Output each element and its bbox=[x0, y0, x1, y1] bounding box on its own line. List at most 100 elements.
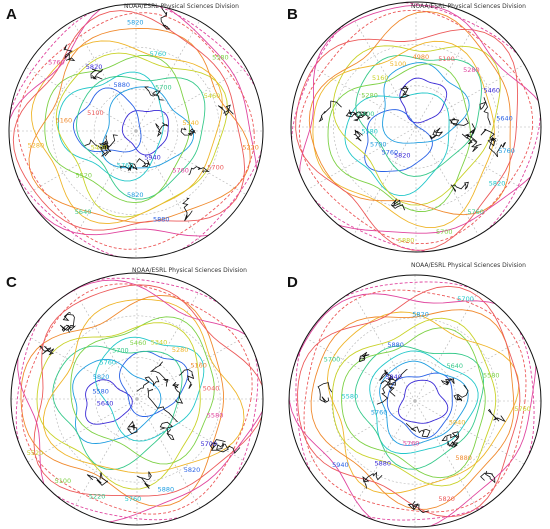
contour-line bbox=[303, 289, 527, 513]
coastline-segment bbox=[450, 181, 469, 193]
contour-label: 5880 bbox=[398, 237, 415, 245]
coastline-segment bbox=[358, 351, 370, 363]
map-panel-a: 5940 5880 5820 5760 5640 5520 5400 5280 5160 5100… bbox=[0, 0, 275, 264]
map-a-svg: 5940 5880 5820 5760 5640 5520 5400 5280 5160 5100… bbox=[8, 3, 264, 259]
contour-line bbox=[36, 322, 201, 490]
coastline-segment bbox=[429, 127, 443, 140]
coastline-segment bbox=[172, 381, 184, 404]
coastlines bbox=[318, 85, 506, 211]
contour-label: 5940 bbox=[144, 154, 161, 162]
meridian-line bbox=[135, 130, 247, 195]
credit-text-b: NOAA/ESRL Physical Sciences Division bbox=[411, 3, 526, 10]
contour-line bbox=[95, 336, 205, 442]
coastline-segment bbox=[317, 382, 333, 404]
coastline-segment bbox=[479, 97, 491, 126]
coastline-segment bbox=[136, 471, 152, 489]
contour-label: 5160 bbox=[56, 117, 73, 125]
meridian-line bbox=[136, 398, 201, 509]
meridian-line bbox=[136, 335, 247, 400]
coastline-segment bbox=[136, 158, 151, 168]
contour-line bbox=[31, 40, 223, 225]
contour-line bbox=[379, 360, 469, 446]
contour-label: 5760 bbox=[48, 59, 65, 67]
contour-line bbox=[382, 62, 470, 144]
contour-label: 5700 bbox=[112, 346, 129, 354]
coastline-segment bbox=[144, 86, 164, 101]
contour-line bbox=[341, 327, 486, 479]
coastline-segment bbox=[464, 123, 478, 143]
contour-label: 5580 bbox=[361, 127, 378, 135]
contour-line bbox=[364, 109, 433, 172]
contour-label: 5820 bbox=[93, 373, 110, 381]
meridian-line bbox=[415, 18, 479, 128]
meridian-line bbox=[135, 130, 200, 242]
latitude-circle bbox=[51, 46, 221, 216]
contour-label: 5880 bbox=[375, 460, 392, 468]
contour-label: 5100 bbox=[390, 60, 407, 68]
contour-label: 5220 bbox=[89, 492, 106, 500]
contour-label: 4980 bbox=[413, 53, 430, 61]
contour-label: 5820 bbox=[489, 179, 506, 187]
contour-label: 5520 bbox=[27, 449, 44, 457]
contour-label: 5820 bbox=[184, 466, 201, 474]
coastline-segment bbox=[390, 198, 405, 211]
coastline-segment bbox=[448, 117, 469, 127]
coastlines bbox=[39, 312, 241, 489]
map-d-svg: 5940 5880 5820 5700 5640 5580 5760 5940 5880 5820… bbox=[288, 274, 542, 528]
panel-letter-b: B bbox=[287, 6, 298, 23]
contour-label: 5580 bbox=[212, 53, 229, 61]
contour-line bbox=[299, 4, 541, 234]
contour-label: 5040 bbox=[203, 384, 220, 392]
contour-line bbox=[76, 76, 206, 200]
contour-label: 5700 bbox=[201, 440, 218, 448]
coastline-segment bbox=[155, 122, 169, 137]
coastline-segment bbox=[182, 197, 193, 222]
map-border bbox=[8, 3, 264, 259]
map-border bbox=[10, 272, 264, 526]
coastline-segment bbox=[318, 100, 342, 123]
meridian-line bbox=[414, 400, 525, 465]
contour-line bbox=[12, 10, 246, 231]
meridian-line bbox=[414, 400, 479, 511]
contour-label: 5640 bbox=[97, 399, 114, 407]
contour-label: 5280 bbox=[463, 66, 480, 74]
contour-label: 5880 bbox=[114, 81, 131, 89]
panel-letter-c: C bbox=[6, 274, 17, 291]
contour-line bbox=[355, 54, 482, 177]
contour-label: 5580 bbox=[342, 392, 359, 400]
meridian-line bbox=[25, 67, 137, 132]
map-panel-c: 5640 5580 5820 5760 5700 5460 5340 5280 5160 5040… bbox=[0, 264, 275, 529]
coastlines bbox=[63, 8, 234, 222]
contour-label: 5700 bbox=[155, 83, 172, 91]
coastline-segment bbox=[353, 129, 363, 142]
contour-label: 5160 bbox=[372, 74, 389, 82]
meridian-line bbox=[305, 337, 416, 402]
coastline-segment bbox=[209, 439, 230, 453]
coastline-segment bbox=[348, 109, 371, 121]
contour-label: 5760 bbox=[117, 161, 134, 169]
coastline-segment bbox=[62, 312, 75, 333]
contour-line bbox=[33, 284, 263, 497]
contour-label: 5760 bbox=[172, 166, 189, 174]
meridian-line bbox=[415, 126, 479, 236]
contour-line bbox=[354, 345, 484, 470]
credit-text-a: NOAA/ESRL Physical Sciences Division bbox=[124, 3, 239, 10]
map-panel-d: 5940 5880 5820 5700 5640 5580 5760 5940 5880 5820… bbox=[275, 262, 550, 529]
meridian-line bbox=[72, 20, 137, 132]
coastline-segment bbox=[90, 68, 104, 80]
map-border bbox=[290, 1, 542, 253]
contour-line bbox=[42, 298, 245, 474]
contour-line bbox=[386, 372, 453, 439]
meridian-line bbox=[135, 67, 247, 132]
contour-label: 5460 bbox=[204, 92, 221, 100]
coastline-segment bbox=[119, 162, 138, 172]
contour-label: 5100 bbox=[87, 109, 104, 117]
coastline-segment bbox=[441, 378, 455, 386]
credit-text-d: NOAA/ESRL Physical Sciences Division bbox=[411, 262, 526, 269]
contour-line bbox=[55, 52, 228, 218]
contour-label: 5820 bbox=[127, 19, 144, 27]
coastline-segment bbox=[180, 127, 196, 137]
coastline-segment bbox=[179, 369, 195, 389]
